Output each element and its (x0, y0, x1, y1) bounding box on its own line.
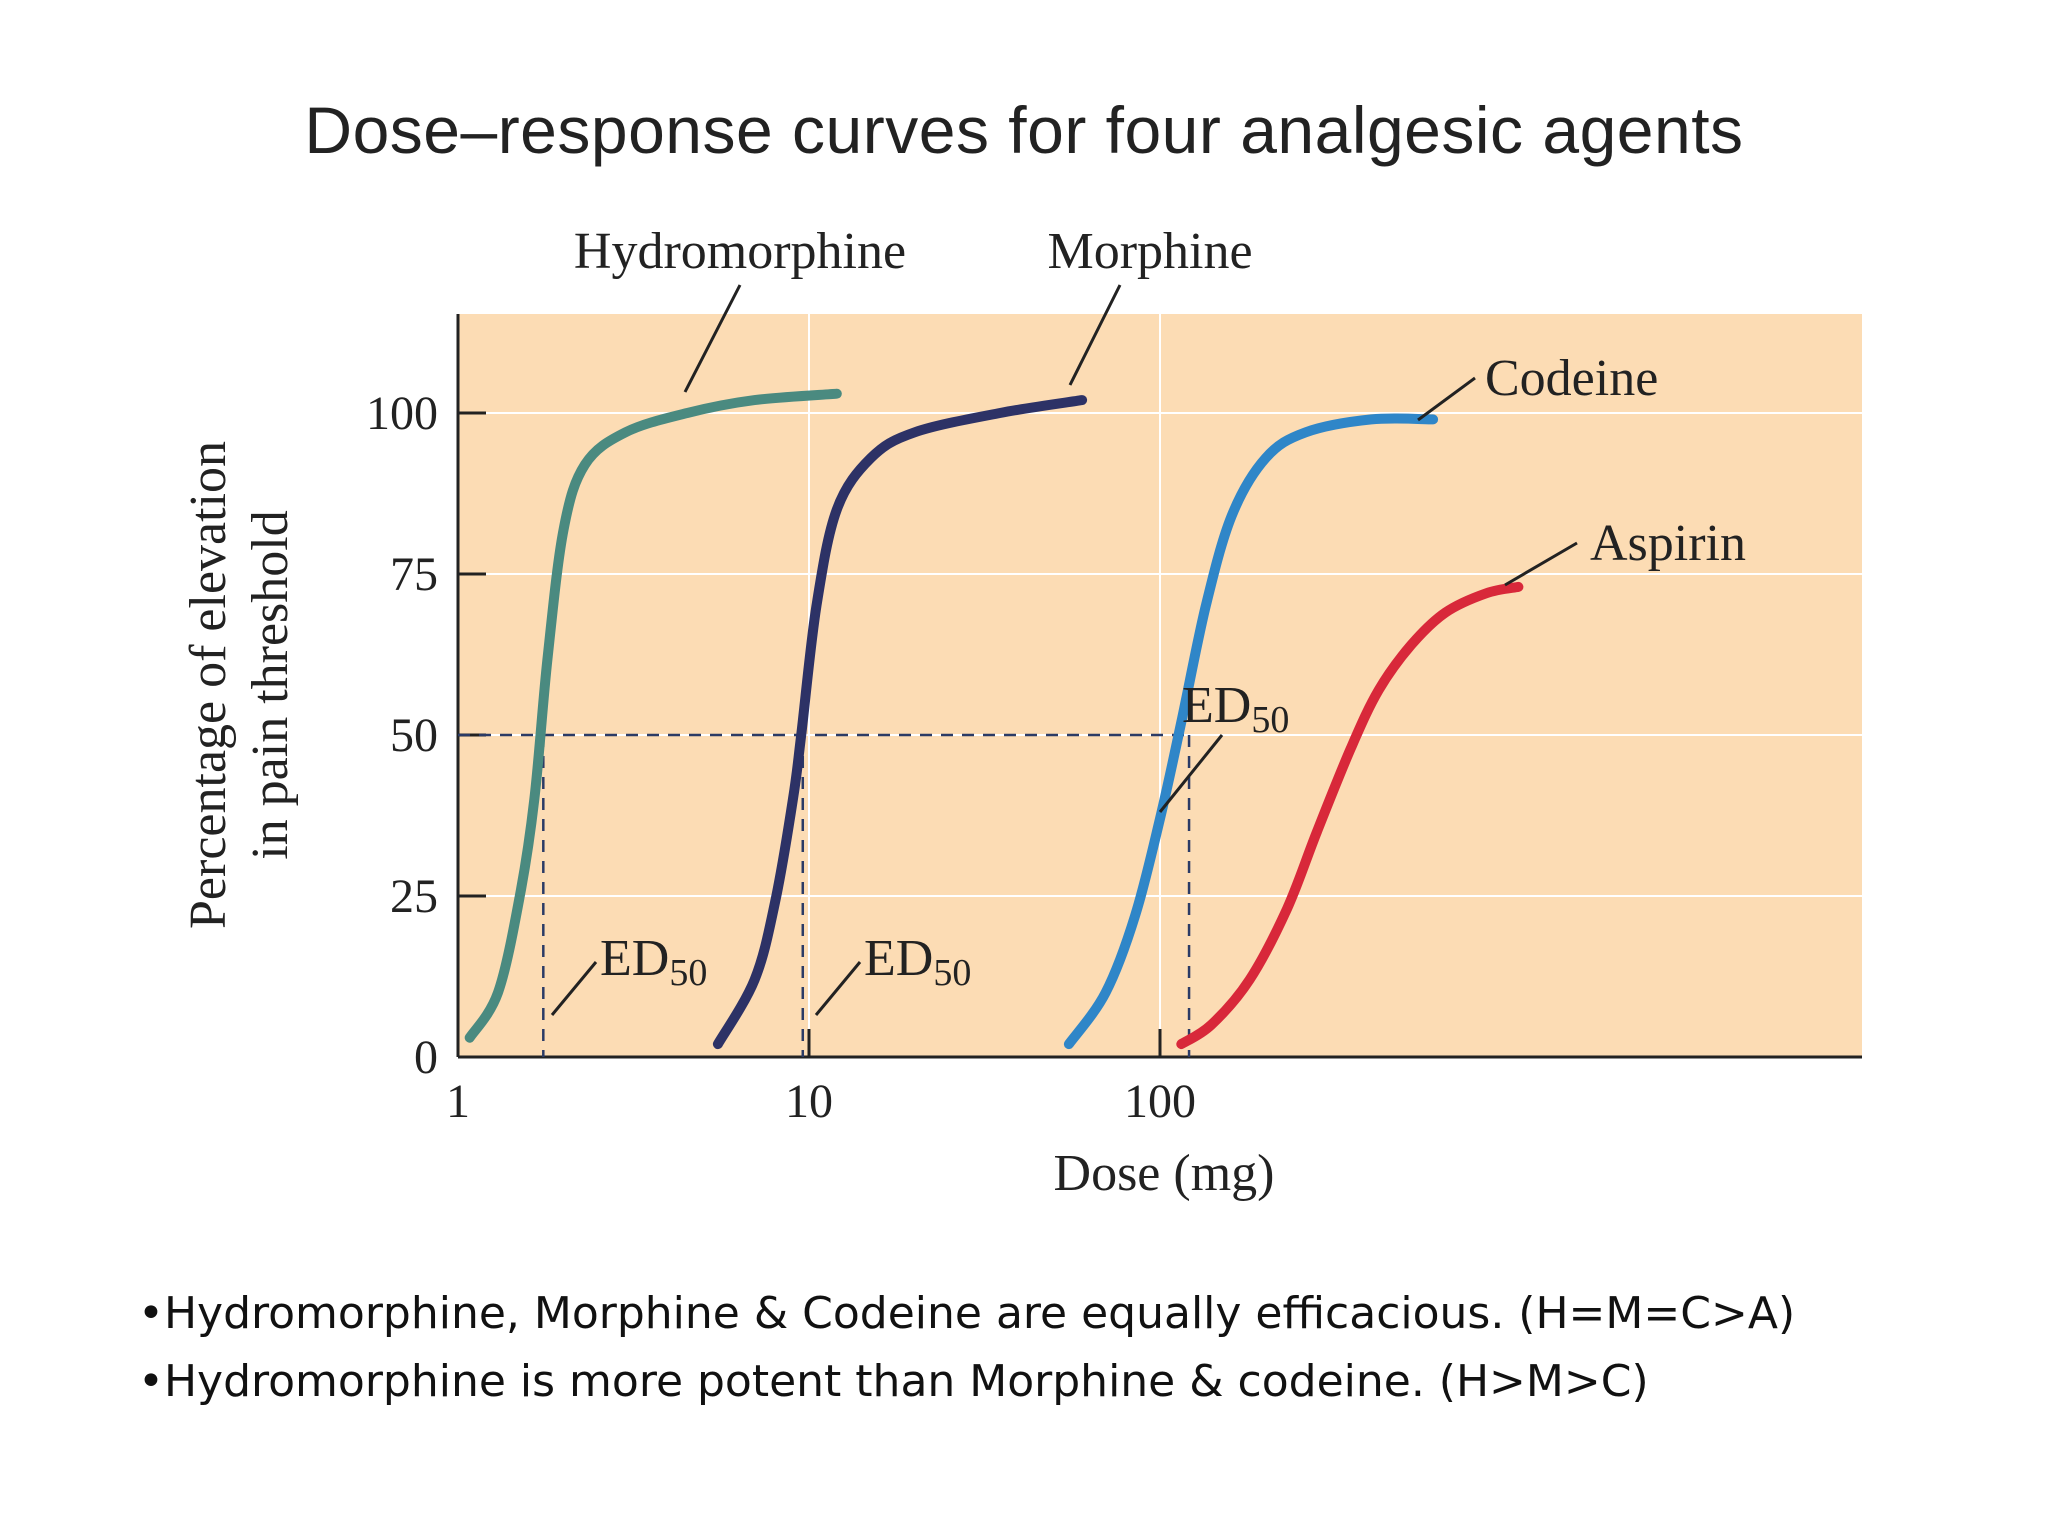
y-tick-label-3: 75 (390, 548, 438, 601)
leader-line-aspirin (1504, 541, 1578, 587)
series-label-hydromorphine: Hydromorphine (574, 223, 906, 280)
y-axis-title-line-1: in pain threshold (242, 510, 299, 860)
curve-codeine (1063, 413, 1439, 1050)
leader-line-morphine (1068, 284, 1122, 386)
curve-aspirin (1176, 581, 1524, 1050)
leader-line-codeine (1417, 376, 1476, 422)
x-tick-label-2: 100 (1124, 1075, 1196, 1128)
series-label-morphine: Morphine (1047, 223, 1252, 280)
y-tick-label-4: 100 (366, 387, 438, 440)
bullet-potency: •Hydromorphine is more potent than Morph… (138, 1356, 1649, 1407)
y-tick-label-0: 0 (414, 1031, 438, 1084)
slide-title: Dose–response curves for four analgesic … (304, 93, 1744, 167)
ed50-label-text: ED (600, 930, 669, 987)
curve-hydromorphine (464, 388, 842, 1043)
ed50-label-1: ED50 (864, 930, 971, 994)
x-axis-title: Dose (mg) (1054, 1145, 1275, 1202)
ed50-leader-1 (814, 961, 862, 1016)
ed50-label-2: ED50 (1182, 677, 1289, 741)
ed50-label-subscript: 50 (933, 952, 971, 994)
x-tick-label-0: 1 (446, 1075, 470, 1128)
bullet-list: •Hydromorphine, Morphine & Codeine are e… (138, 1280, 1938, 1416)
series-label-codeine: Codeine (1485, 350, 1658, 407)
dose-response-chart: 0 25 50 75 100 1 10 100 Dose (mg) Percentage of e… (180, 223, 1862, 1202)
y-tick-label-2: 50 (390, 709, 438, 762)
ed50-label-subscript: 50 (1251, 699, 1289, 741)
ed50-label-subscript: 50 (669, 952, 707, 994)
ed50-leader-2 (1158, 734, 1224, 813)
ed50-label-0: ED50 (600, 930, 707, 994)
y-axis-title-line-0: Percentage of elevation (180, 441, 237, 929)
leader-line-hydromorphine (683, 284, 742, 393)
bullet-efficacy: •Hydromorphine, Morphine & Codeine are e… (138, 1288, 1796, 1339)
curve-morphine (712, 395, 1088, 1050)
x-tick-label-1: 10 (785, 1075, 833, 1128)
series-label-aspirin: Aspirin (1590, 515, 1746, 572)
ed50-label-text: ED (864, 930, 933, 987)
ed50-label-text: ED (1182, 677, 1251, 734)
ed50-leader-0 (550, 961, 598, 1016)
y-tick-label-1: 25 (390, 870, 438, 923)
